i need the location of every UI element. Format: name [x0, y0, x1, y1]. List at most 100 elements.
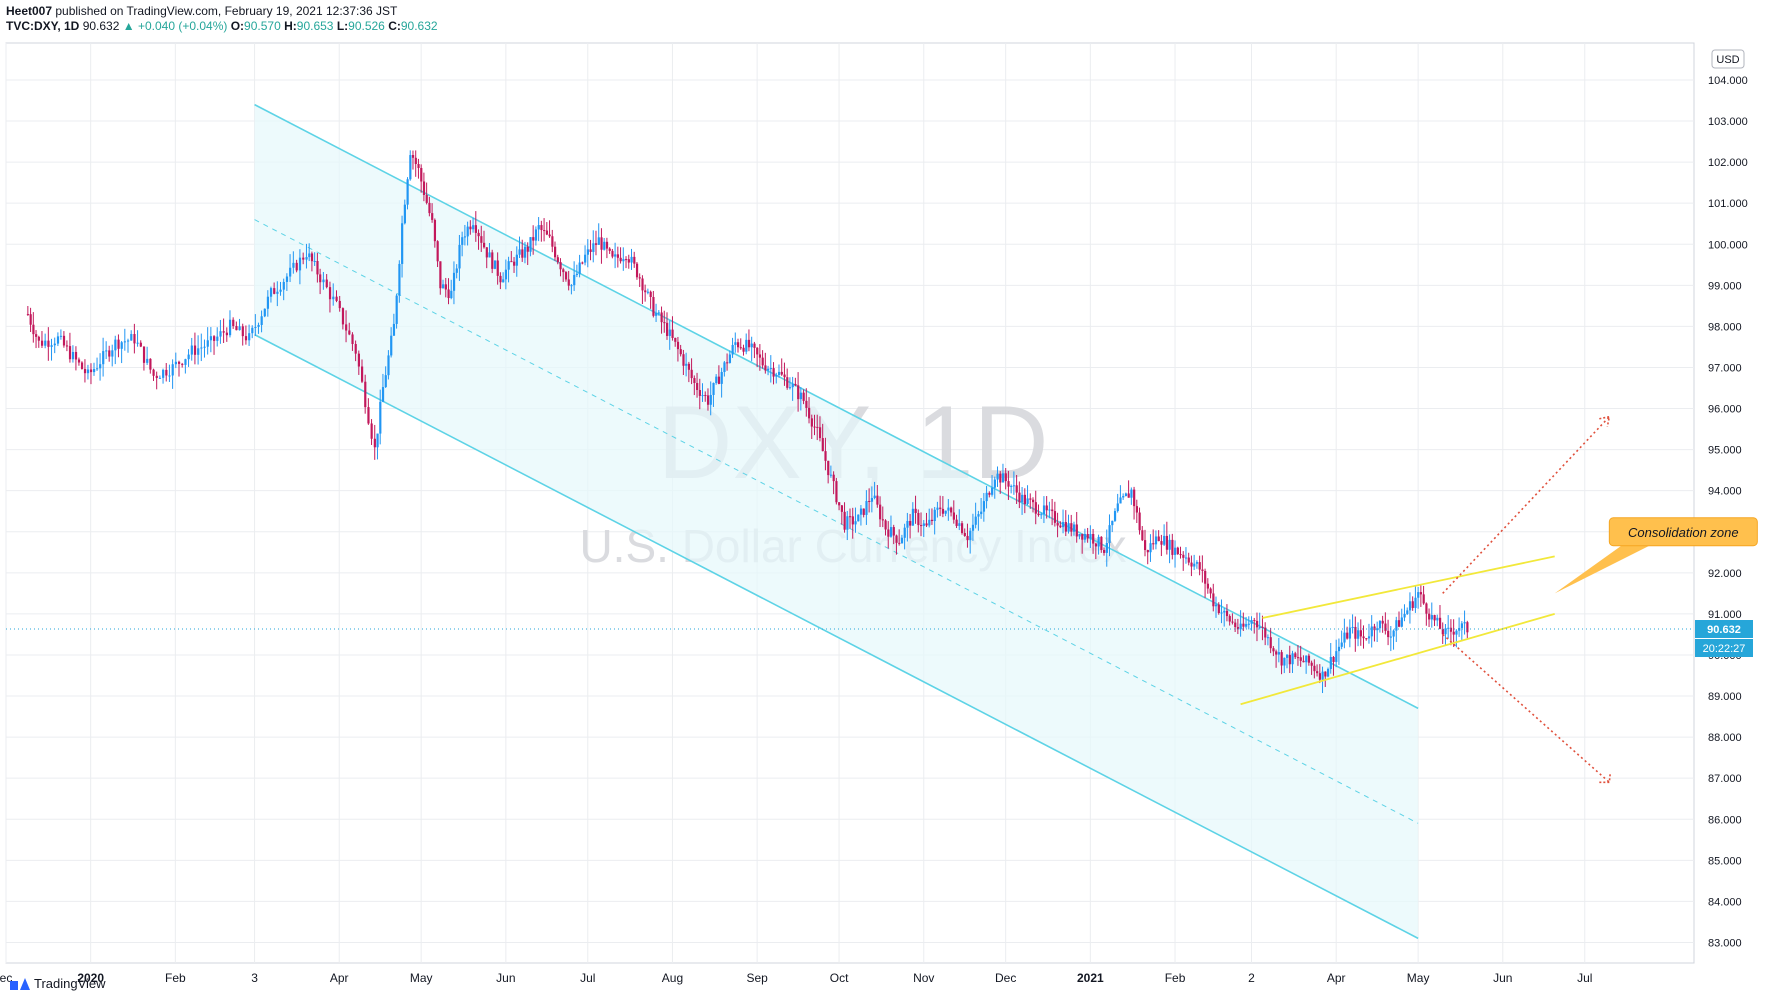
regression-channel[interactable] [254, 103, 1419, 940]
candle-body [1217, 604, 1220, 614]
candle-body [1135, 506, 1138, 513]
candle-body [1064, 522, 1067, 532]
candle-body [292, 262, 295, 268]
candle-body [764, 365, 767, 371]
candle-body [499, 275, 502, 283]
candle-body [1302, 660, 1305, 663]
candle-body [403, 204, 406, 224]
candle-body [425, 194, 428, 203]
candle-body [133, 334, 136, 344]
price-axis[interactable]: 104.000 103.000 102.000 101.000 100.000 99.00… [1708, 75, 1748, 950]
candle-body [829, 474, 833, 476]
candle-body [920, 525, 923, 527]
candle-body [1045, 505, 1048, 511]
candle-body [1116, 503, 1119, 512]
time-tick-label: Jun [1493, 971, 1512, 985]
candle-body [821, 438, 824, 452]
time-axis[interactable]: ec 2020 Feb 3 Apr May Jun Jul Aug Sep Oct Nov Dec 202… [0, 971, 1592, 985]
candle-body [282, 281, 285, 290]
publisher-line: Heet007 published on TradingView.com, Fe… [6, 4, 438, 19]
footer: TradingView [10, 976, 106, 991]
candle-body [562, 269, 565, 273]
candle-body [709, 394, 712, 405]
candle-body [786, 377, 789, 388]
candle-body [1458, 627, 1461, 631]
candle-body [742, 347, 745, 352]
candle-body [105, 350, 108, 352]
candle-body [532, 237, 535, 241]
bullish-projection-arrow[interactable] [1442, 416, 1610, 594]
candle-body [808, 407, 811, 419]
candle-body [1026, 498, 1029, 504]
candle-body [862, 508, 865, 515]
candle-body [865, 500, 868, 515]
candle-body [216, 336, 219, 341]
bearish-projection-arrow[interactable] [1442, 633, 1610, 783]
candle-body [679, 349, 682, 355]
consolidation-upper-line[interactable] [1262, 555, 1555, 619]
candle-body [706, 395, 710, 405]
candle-body [357, 353, 361, 367]
candle-body [1122, 496, 1125, 498]
channel-lower-line[interactable] [254, 333, 1419, 940]
candle-body [892, 527, 895, 536]
candle-body [603, 241, 606, 250]
ohlc-line: TVC:DXY, 1D 90.632 ▲ +0.040 (+0.04%) O:9… [6, 19, 438, 34]
candle-body [1266, 637, 1270, 639]
candle-body [248, 333, 251, 341]
candle-body [1040, 514, 1043, 516]
consolidation-callout-box[interactable] [1608, 517, 1758, 547]
candle-body [1242, 623, 1245, 627]
candle-body [50, 345, 53, 347]
candle-body [1105, 542, 1108, 553]
currency-label[interactable]: USD [1716, 54, 1739, 66]
time-tick-label: 2021 [1077, 971, 1104, 985]
candle-body [960, 523, 964, 533]
candle-body [873, 495, 876, 499]
candle-body [1179, 554, 1182, 556]
candle-body [450, 290, 453, 299]
bearish-arrow-head-icon [1599, 772, 1612, 784]
candle-body [80, 362, 84, 369]
candle-body [767, 368, 770, 371]
candle-body [409, 155, 412, 180]
channel-upper-line[interactable] [254, 103, 1419, 710]
candle-body [1455, 630, 1458, 635]
candle-body [1247, 623, 1250, 625]
candle-body [1318, 673, 1321, 680]
candle-body [1157, 536, 1160, 542]
candle-body [1220, 612, 1223, 614]
candle-body [1032, 499, 1035, 503]
candle-body [734, 342, 737, 345]
candle-body [851, 516, 854, 525]
countdown-label: 20:22:27 [1703, 643, 1746, 655]
channel-mid-line[interactable] [254, 219, 1419, 824]
candle-body [439, 261, 442, 289]
candle-body [168, 375, 171, 377]
footer-brand[interactable]: TradingView [34, 976, 106, 991]
candle-body [96, 368, 99, 370]
candle-body [1392, 630, 1395, 637]
symbol-label[interactable]: TVC:DXY, 1D [6, 19, 80, 33]
candle-body [1463, 622, 1466, 624]
candle-body [1291, 653, 1294, 665]
candle-body [988, 492, 991, 495]
publisher-user[interactable]: Heet007 [6, 4, 53, 18]
candle-body [1168, 539, 1171, 550]
candle-body [1288, 654, 1291, 665]
price-tick-label: 92.000 [1708, 568, 1742, 580]
candle-body [474, 225, 477, 233]
candle-body [879, 504, 882, 520]
annotations[interactable]: Consolidation zone [1240, 415, 1758, 784]
candle-body [900, 537, 904, 544]
candle-body [608, 248, 611, 251]
candle-body [578, 262, 581, 274]
candle-body [222, 331, 225, 333]
candle-body [1078, 534, 1081, 537]
price-tick-label: 84.000 [1708, 896, 1742, 908]
candle-body [1299, 657, 1302, 661]
candle-body [56, 336, 60, 344]
candle-body [1103, 549, 1106, 553]
candle-body [406, 179, 409, 205]
